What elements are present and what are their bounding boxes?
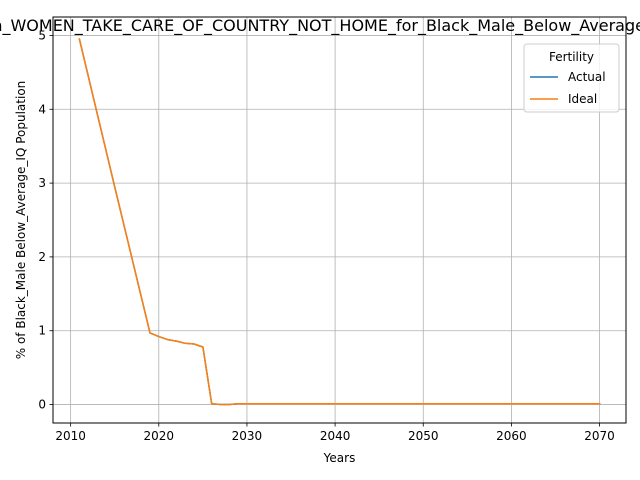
y-axis-label: % of Black_Male Below_Average_IQ Populat… bbox=[14, 81, 28, 360]
legend-title: Fertility bbox=[549, 50, 594, 64]
x-tick-label: 2010 bbox=[55, 429, 86, 443]
x-tick-label: 2050 bbox=[408, 429, 439, 443]
legend-label-actual: Actual bbox=[568, 70, 606, 84]
y-tick-label: 3 bbox=[38, 176, 46, 190]
axis-ticks: 2010 2020 2030 2040 2050 2060 2070 0 1 2 3 4 5 bbox=[38, 28, 614, 443]
y-tick-label: 4 bbox=[38, 102, 46, 116]
chart-title: 2_in_WOMEN_TAKE_CARE_OF_COUNTRY_NOT_HOME… bbox=[0, 16, 640, 36]
plot-area-frame bbox=[52, 16, 627, 424]
y-tick-label: 0 bbox=[38, 398, 46, 412]
y-tick-label: 1 bbox=[38, 324, 46, 338]
x-tick-label: 2040 bbox=[320, 429, 351, 443]
series-layer bbox=[78, 38, 601, 406]
x-tick-label: 2020 bbox=[144, 429, 175, 443]
x-tick-label: 2070 bbox=[584, 429, 615, 443]
legend-box bbox=[523, 43, 620, 113]
y-tick-label: 2 bbox=[38, 250, 46, 264]
x-axis-label: Years bbox=[323, 451, 356, 465]
y-tick-label: 5 bbox=[38, 28, 46, 42]
legend: Fertility Actual Ideal bbox=[523, 43, 620, 113]
series-line-ideal bbox=[78, 38, 601, 406]
x-tick-label: 2060 bbox=[496, 429, 527, 443]
x-tick-label: 2030 bbox=[232, 429, 263, 443]
legend-label-ideal: Ideal bbox=[568, 92, 597, 106]
